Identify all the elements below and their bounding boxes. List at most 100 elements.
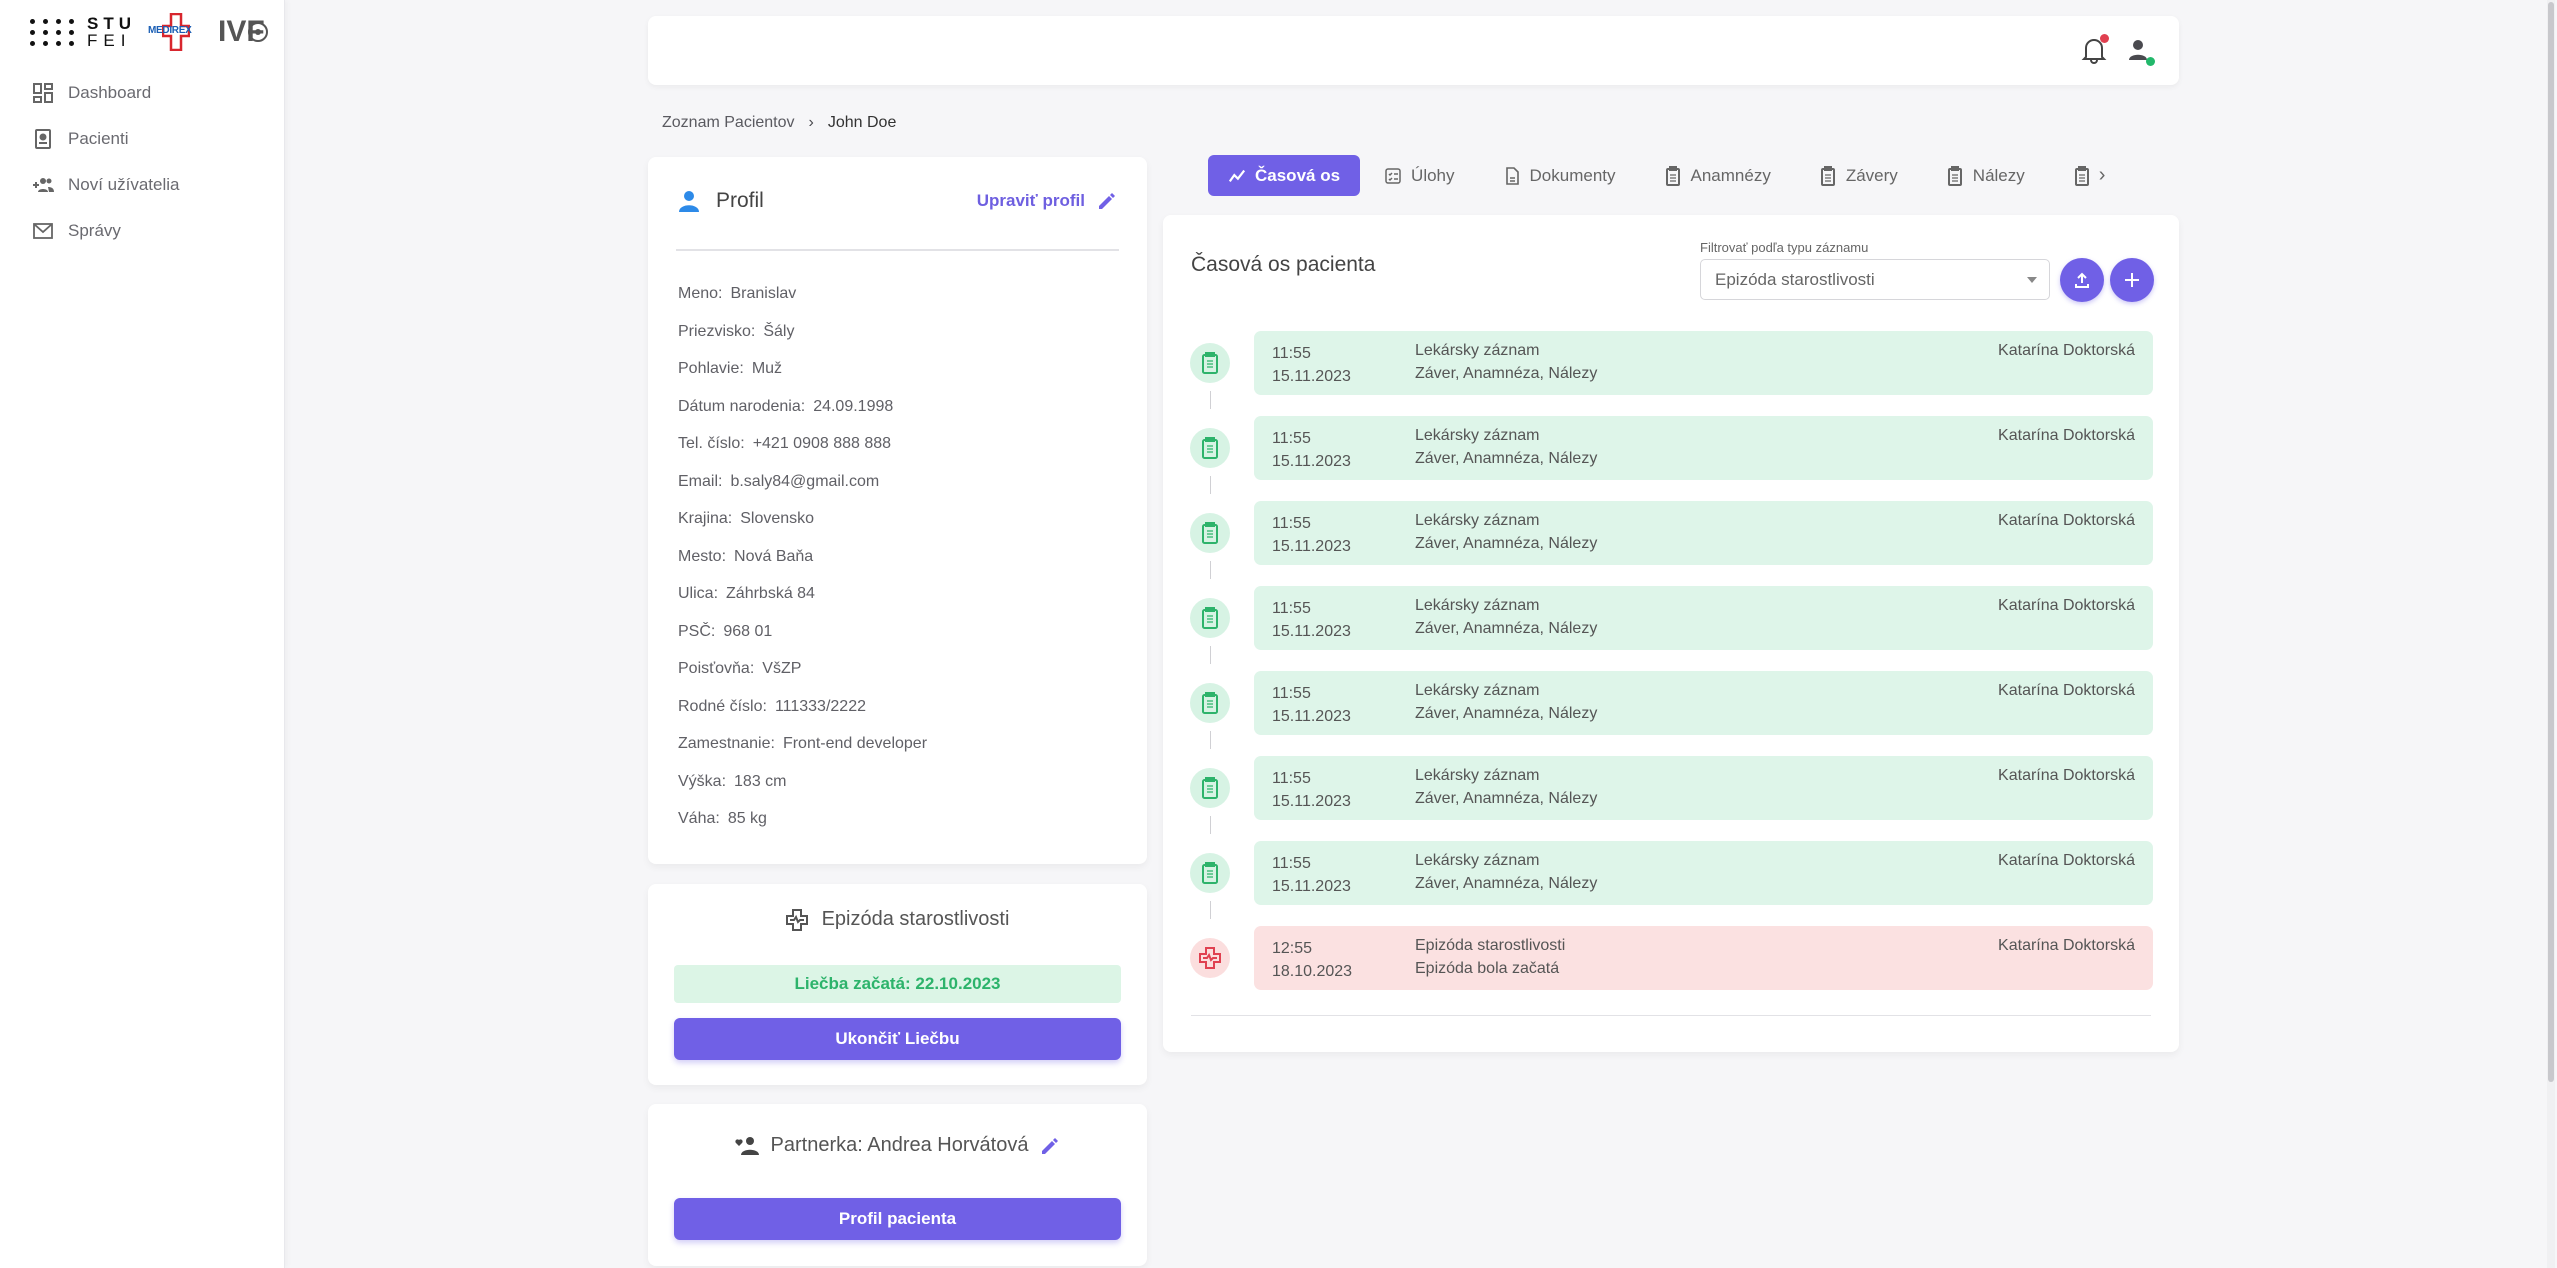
partner-title: Partnerka: Andrea Horvátová xyxy=(770,1134,1029,1156)
timeline-connector xyxy=(1210,391,1211,409)
item-time: 11:55 15.11.2023 xyxy=(1272,852,1351,898)
item-time-value: 11:55 xyxy=(1272,430,1311,447)
item-doctor: Katarína Doktorská xyxy=(1998,852,2135,869)
item-doctor: Katarína Doktorská xyxy=(1998,682,2135,699)
record-type-filter-select[interactable]: Epizóda starostlivosti xyxy=(1700,259,2050,300)
sidebar-item-novi-uzivatelia[interactable]: Noví užívatelia xyxy=(32,162,180,208)
field-label: Priezvisko: xyxy=(678,322,756,340)
tab-nalezy[interactable]: Nálezy xyxy=(1922,155,2049,196)
timeline-card: Časová os pacienta Filtrovať podľa typu … xyxy=(1163,215,2179,1052)
sidebar: STU FEI MEDIREX IVF Dashboard Pacienti No… xyxy=(0,0,285,1268)
item-time-value: 11:55 xyxy=(1272,600,1311,617)
tab-label: Závery xyxy=(1845,165,1898,185)
field-value: Muž xyxy=(751,360,783,377)
item-title: Epizóda starostlivosti xyxy=(1415,937,1566,954)
item-subtitle: Záver, Anamnéza, Nálezy xyxy=(1415,620,1598,637)
breadcrumb-parent-link[interactable]: Zoznam Pacientov xyxy=(662,114,795,131)
partner-profile-button[interactable]: Profil pacienta xyxy=(674,1198,1121,1240)
field-label: Pohlavie: xyxy=(678,360,744,377)
tab-zavery[interactable]: Závery xyxy=(1795,155,1922,196)
edit-profile-button[interactable]: Upraviť profil xyxy=(977,191,1117,211)
person-icon xyxy=(679,191,699,212)
edit-partner-pencil-icon[interactable] xyxy=(1040,1136,1060,1156)
sidebar-collapse-icon[interactable] xyxy=(248,22,268,42)
timeline-connector xyxy=(1210,816,1211,834)
tab-ulohy[interactable]: Úlohy xyxy=(1360,155,1478,196)
timeline-connector xyxy=(1210,901,1211,919)
timeline-item[interactable]: 11:55 15.11.2023 Lekársky záznam Záver, Ana… xyxy=(1254,501,2153,565)
field-value: Záhrbská 84 xyxy=(726,585,815,602)
filter-label: Filtrovať podľa typu záznamu xyxy=(1700,240,1869,255)
item-desc: Epizóda starostlivosti Epizóda bola začat… xyxy=(1415,934,1565,980)
item-doctor: Katarína Doktorská xyxy=(1998,427,2135,444)
item-date: 15.11.2023 xyxy=(1272,623,1351,640)
timeline-item[interactable]: 11:55 15.11.2023 Lekársky záznam Záver, Ana… xyxy=(1254,756,2153,820)
sidebar-item-dashboard[interactable]: Dashboard xyxy=(32,70,180,116)
item-time-value: 11:55 xyxy=(1272,515,1311,532)
chevron-right-icon[interactable]: › xyxy=(2098,164,2106,186)
clipboard-icon xyxy=(1190,428,1230,468)
field-label: Výška: xyxy=(678,772,727,790)
timeline-item[interactable]: 11:55 15.11.2023 Lekársky záznam Záver, Ana… xyxy=(1254,416,2153,480)
item-doctor: Katarína Doktorská xyxy=(1998,937,2135,954)
tab-label: Nálezy xyxy=(1972,165,2025,185)
end-treatment-button[interactable]: Ukončiť Liečbu xyxy=(674,1018,1121,1060)
profile-field: Priezvisko: Šály xyxy=(678,313,927,351)
clipboard-icon xyxy=(1190,853,1230,893)
timeline-item[interactable]: 12:55 18.10.2023 Epizóda starostlivosti Epi… xyxy=(1254,926,2153,990)
upload-button[interactable] xyxy=(2060,258,2104,302)
field-label: Meno: xyxy=(678,285,723,302)
field-value: +421 0908 888 888 xyxy=(752,435,892,452)
tab-anamnezy[interactable]: Anamnézy xyxy=(1640,155,1795,196)
logo[interactable]: STU FEI MEDIREX IVF xyxy=(30,10,265,54)
add-record-button[interactable] xyxy=(2110,258,2154,302)
episode-title: Epizóda starostlivosti xyxy=(821,908,1010,930)
sidebar-item-pacienti[interactable]: Pacienti xyxy=(32,116,180,162)
profile-field: Ulica: Záhrbská 84 xyxy=(678,575,927,613)
profile-fields: Meno: Branislav Priezvisko: Šály Pohlavie: Mu… xyxy=(678,275,927,838)
profile-field: Email: b.saly84@gmail.com xyxy=(678,463,927,501)
sidebar-item-spravy[interactable]: Správy xyxy=(32,208,180,254)
tab-overflow[interactable] xyxy=(2049,155,2105,196)
item-desc: Lekársky záznam Záver, Anamnéza, Nálezy xyxy=(1415,764,1597,810)
profile-field: Pohlavie: Muž xyxy=(678,350,927,388)
item-time: 11:55 15.11.2023 xyxy=(1272,512,1351,558)
partner-heart-person-icon xyxy=(734,1136,759,1155)
sidebar-item-label: Dashboard xyxy=(68,83,152,102)
notifications-bell-icon[interactable] xyxy=(2081,34,2109,64)
field-label: Poisťovňa: xyxy=(678,660,755,677)
user-account-icon[interactable] xyxy=(2127,38,2155,66)
tab-casova-os[interactable]: Časová os xyxy=(1208,155,1361,196)
timeline-item[interactable]: 11:55 15.11.2023 Lekársky záznam Záver, Ana… xyxy=(1254,671,2153,735)
chart-line-icon xyxy=(1228,166,1246,186)
item-subtitle: Záver, Anamnéza, Nálezy xyxy=(1415,790,1598,807)
sidebar-item-label: Správy xyxy=(68,221,121,240)
item-time-value: 11:55 xyxy=(1272,345,1311,362)
item-date: 15.11.2023 xyxy=(1272,878,1351,895)
treatment-status-badge: Liečba začatá: 22.10.2023 xyxy=(674,965,1121,1003)
document-icon xyxy=(1503,166,1521,186)
profile-field: Výška: 183 cm xyxy=(678,763,927,801)
profile-field: Tel. číslo: +421 0908 888 888 xyxy=(678,425,927,463)
item-desc: Lekársky záznam Záver, Anamnéza, Nálezy xyxy=(1415,509,1597,555)
field-value: Branislav xyxy=(730,285,797,302)
item-title: Lekársky záznam xyxy=(1415,512,1540,529)
medical-cross-icon xyxy=(785,908,808,931)
timeline-connector xyxy=(1210,561,1211,579)
timeline-item[interactable]: 11:55 15.11.2023 Lekársky záznam Záver, Ana… xyxy=(1254,586,2153,650)
item-doctor: Katarína Doktorská xyxy=(1998,512,2135,529)
field-label: PSČ: xyxy=(678,622,716,640)
episode-card: Epizóda starostlivosti Liečba začatá: 22… xyxy=(648,884,1147,1085)
item-subtitle: Záver, Anamnéza, Nálezy xyxy=(1415,535,1598,552)
timeline-item[interactable]: 11:55 15.11.2023 Lekársky záznam Záver, Ana… xyxy=(1254,841,2153,905)
item-desc: Lekársky záznam Záver, Anamnéza, Nálezy xyxy=(1415,849,1597,895)
timeline-item[interactable]: 11:55 15.11.2023 Lekársky záznam Záver, Ana… xyxy=(1254,331,2153,395)
tab-label: Anamnézy xyxy=(1690,165,1771,185)
profile-field: PSČ: 968 01 xyxy=(678,613,927,651)
clipboard-icon xyxy=(1946,165,1964,186)
page-scrollbar[interactable] xyxy=(2547,0,2555,1268)
tab-dokumenty[interactable]: Dokumenty xyxy=(1479,155,1640,196)
item-time: 11:55 15.11.2023 xyxy=(1272,597,1351,643)
clipboard-icon xyxy=(2073,165,2091,186)
episode-cross-icon xyxy=(1190,938,1230,978)
